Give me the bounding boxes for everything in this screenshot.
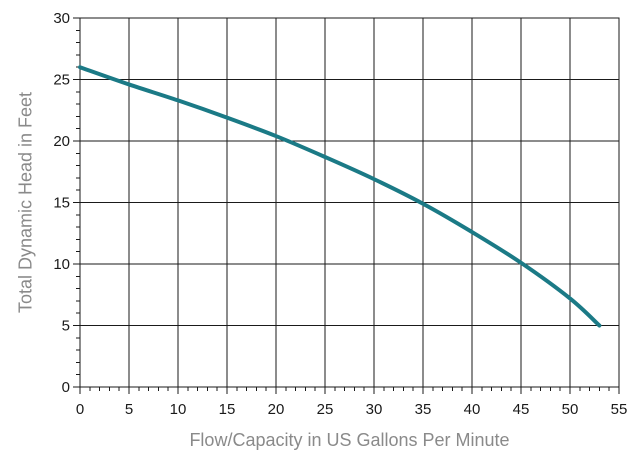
x-tick-label: 30 [366,401,383,418]
y-tick-label: 20 [53,133,70,150]
y-tick-label: 0 [62,379,70,396]
x-tick-label: 5 [125,401,133,418]
y-tick-label: 15 [53,195,70,212]
x-tick-label: 20 [268,401,285,418]
y-tick-label: 5 [62,318,70,335]
plot-area-frame [79,17,620,388]
y-tick-labels: 0 5 10 15 20 25 30 [53,10,70,396]
x-tick-label: 55 [611,401,628,418]
x-tick-label: 50 [562,401,579,418]
x-tick-labels: 0 5 10 15 20 25 30 35 40 45 50 55 [76,401,628,418]
x-tick-label: 25 [317,401,334,418]
y-tick-label: 10 [53,256,70,273]
minor-ticks [73,17,620,394]
y-tick-label: 25 [53,72,70,89]
y-axis-title: Total Dynamic Head in Feet [15,92,35,313]
performance-curve [78,65,602,328]
x-tick-label: 35 [415,401,432,418]
x-tick-label: 0 [76,401,84,418]
x-tick-label: 45 [513,401,530,418]
x-tick-label: 10 [170,401,187,418]
x-axis-title: Flow/Capacity in US Gallons Per Minute [189,430,509,450]
y-tick-label: 30 [53,10,70,27]
grid [80,18,619,387]
x-tick-label: 15 [219,401,236,418]
x-tick-label: 40 [464,401,481,418]
